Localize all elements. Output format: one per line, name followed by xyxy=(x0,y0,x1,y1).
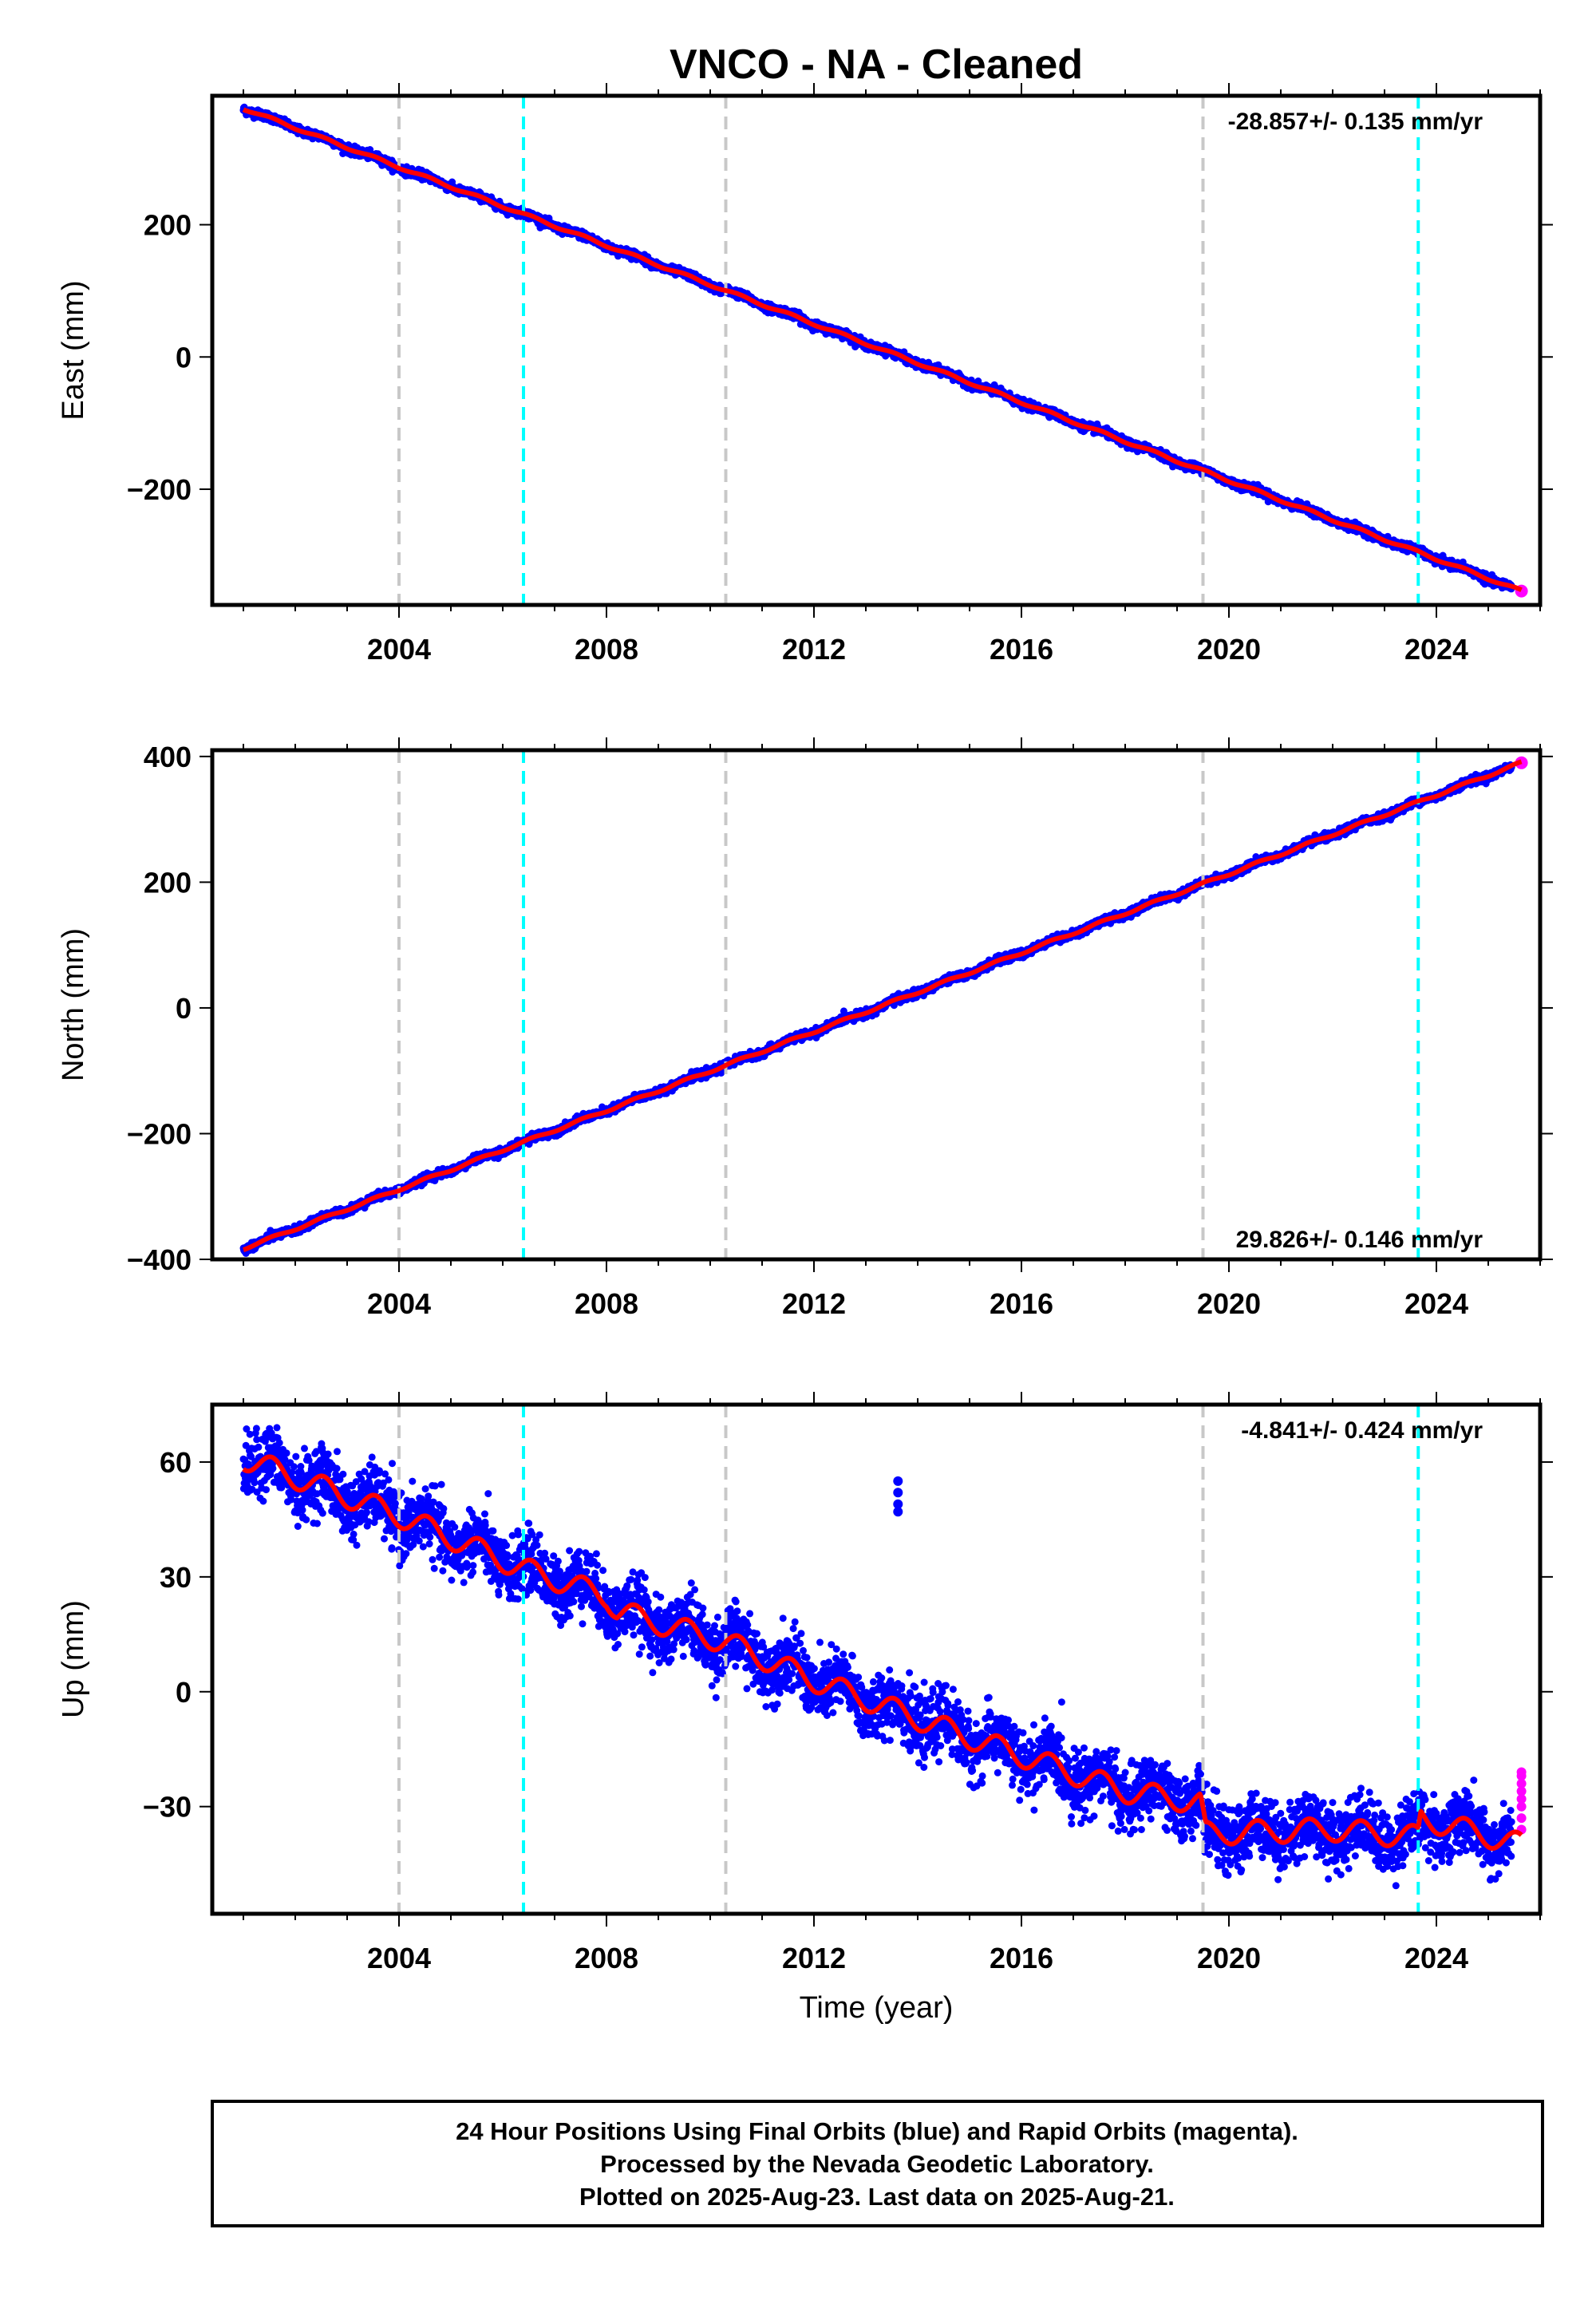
model-fit-line xyxy=(242,107,1523,592)
figure-title: VNCO - NA - Cleaned xyxy=(670,41,1083,88)
y-tick-label: −200 xyxy=(127,473,192,506)
east-panel: 2004 2008 2012 2016 2020 2024 −200 0 200 East (mm… xyxy=(57,83,1553,666)
velocity-label: -28.857+/- 0.135 mm/yr xyxy=(1228,109,1483,135)
x-tick-label: 2020 xyxy=(1197,633,1261,666)
x-tick-label: 2012 xyxy=(782,633,846,666)
x-tick-label: 2016 xyxy=(990,633,1053,666)
y-tick-label: 200 xyxy=(144,209,192,242)
x-tick-label: 2004 xyxy=(367,633,431,666)
y-axis-label: East (mm) xyxy=(57,280,90,420)
plot-area xyxy=(239,750,1528,1259)
x-tick-label: 2024 xyxy=(1404,633,1468,666)
x-tick-label: 2008 xyxy=(575,633,638,666)
north-panel: 2004 2008 2012 2016 2020 2024−400−2000200400N… xyxy=(57,737,1553,1320)
y-tick-label: 0 xyxy=(176,341,192,373)
plot-area xyxy=(239,96,1528,605)
